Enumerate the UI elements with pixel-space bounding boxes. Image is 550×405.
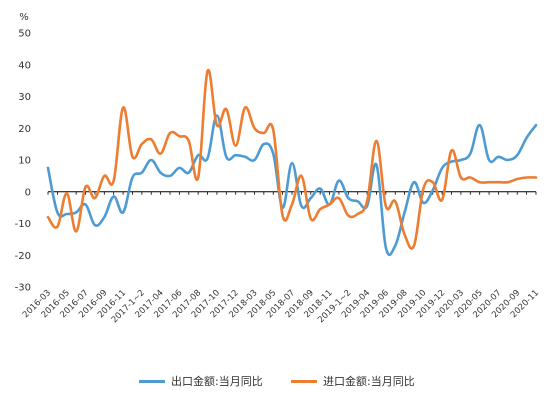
- y-unit-label: %: [19, 12, 29, 23]
- y-tick-label: 0: [25, 187, 31, 198]
- series-line-export: [46, 114, 538, 257]
- legend: 出口金额:当月同比 进口金额:当月同比: [0, 373, 550, 393]
- series-line-import: [46, 68, 538, 250]
- legend-label-import: 进口金额:当月同比: [323, 375, 415, 388]
- legend-swatch-export: [139, 379, 165, 383]
- legend-item-export: 出口金额:当月同比: [139, 373, 263, 389]
- legend-label-export: 出口金额:当月同比: [171, 375, 263, 388]
- y-tick-label: 50: [18, 29, 31, 40]
- y-tick-label: 20: [18, 124, 31, 135]
- legend-swatch-import: [291, 379, 317, 383]
- y-tick-label: -10: [15, 219, 31, 230]
- y-tick-label: 10: [18, 156, 31, 167]
- y-tick-label: 40: [18, 60, 31, 71]
- y-tick-label: -20: [15, 251, 31, 262]
- y-tick-label: 30: [18, 92, 31, 103]
- line-chart: %50403020100-10-20-302016-032016-052016-…: [15, 12, 541, 325]
- y-tick-label: -30: [15, 283, 31, 294]
- legend-item-import: 进口金额:当月同比: [291, 373, 415, 389]
